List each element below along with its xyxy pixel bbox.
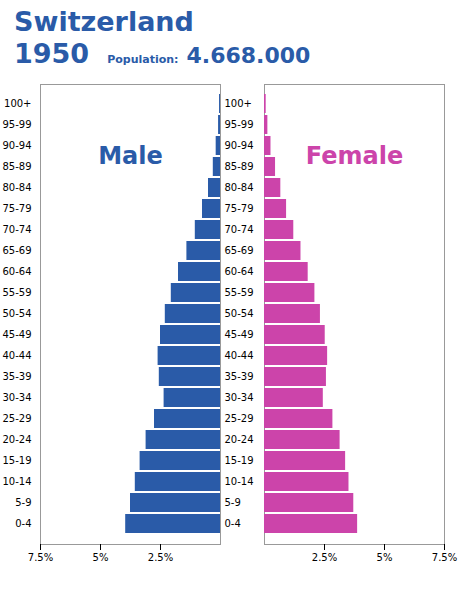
svg-text:0-4: 0-4 (225, 518, 241, 529)
svg-text:10-14: 10-14 (225, 476, 254, 487)
svg-text:55-59: 55-59 (2, 287, 31, 298)
html-text:Population: 4.668.000: Population: 4.668.000 (107, 43, 311, 68)
html-text:Switzerland: Switzerland (14, 6, 194, 37)
svg-text:40-44: 40-44 (2, 350, 31, 361)
svg-text:55-59: 55-59 (225, 287, 254, 298)
svg-text:85-89: 85-89 (225, 161, 254, 172)
svg-text:20-24: 20-24 (225, 434, 254, 445)
svg-text:75-79: 75-79 (225, 203, 254, 214)
html-text:1950: 1950 (14, 38, 90, 69)
svg-text:Female: Female (306, 142, 403, 170)
svg-text:25-29: 25-29 (225, 413, 254, 424)
svg-text:7.5%: 7.5% (28, 552, 53, 563)
svg-text:15-19: 15-19 (225, 455, 254, 466)
svg-text:80-84: 80-84 (2, 182, 31, 193)
svg-text:60-64: 60-64 (2, 266, 31, 277)
svg-text:90-94: 90-94 (2, 140, 31, 151)
svg-text:70-74: 70-74 (225, 224, 254, 235)
svg-text:2.5%: 2.5% (312, 552, 337, 563)
svg-text:80-84: 80-84 (225, 182, 254, 193)
svg-text:95-99: 95-99 (225, 119, 254, 130)
svg-text:65-69: 65-69 (2, 245, 31, 256)
svg-text:95-99: 95-99 (2, 119, 31, 130)
svg-text:20-24: 20-24 (2, 434, 31, 445)
svg-text:85-89: 85-89 (2, 161, 31, 172)
svg-text:75-79: 75-79 (2, 203, 31, 214)
svg-text:70-74: 70-74 (2, 224, 31, 235)
svg-text:45-49: 45-49 (225, 329, 254, 340)
svg-text:65-69: 65-69 (225, 245, 254, 256)
svg-text:100+: 100+ (225, 98, 252, 109)
svg-text:50-54: 50-54 (225, 308, 254, 319)
svg-text:5%: 5% (93, 552, 109, 563)
svg-text:90-94: 90-94 (225, 140, 254, 151)
svg-text:40-44: 40-44 (225, 350, 254, 361)
svg-text:60-64: 60-64 (225, 266, 254, 277)
svg-text:5%: 5% (377, 552, 393, 563)
svg-text:10-14: 10-14 (2, 476, 31, 487)
svg-text:35-39: 35-39 (225, 371, 254, 382)
svg-text:5-9: 5-9 (225, 497, 241, 508)
svg-text:35-39: 35-39 (2, 371, 31, 382)
svg-text:Male: Male (98, 142, 163, 170)
svg-text:30-34: 30-34 (225, 392, 254, 403)
svg-text:7.5%: 7.5% (432, 552, 457, 563)
svg-text:45-49: 45-49 (2, 329, 31, 340)
svg-text:2.5%: 2.5% (148, 552, 173, 563)
svg-text:30-34: 30-34 (2, 392, 31, 403)
svg-text:0-4: 0-4 (15, 518, 31, 529)
svg-text:5-9: 5-9 (15, 497, 31, 508)
svg-text:15-19: 15-19 (2, 455, 31, 466)
svg-text:50-54: 50-54 (2, 308, 31, 319)
svg-text:100+: 100+ (4, 98, 31, 109)
svg-text:25-29: 25-29 (2, 413, 31, 424)
